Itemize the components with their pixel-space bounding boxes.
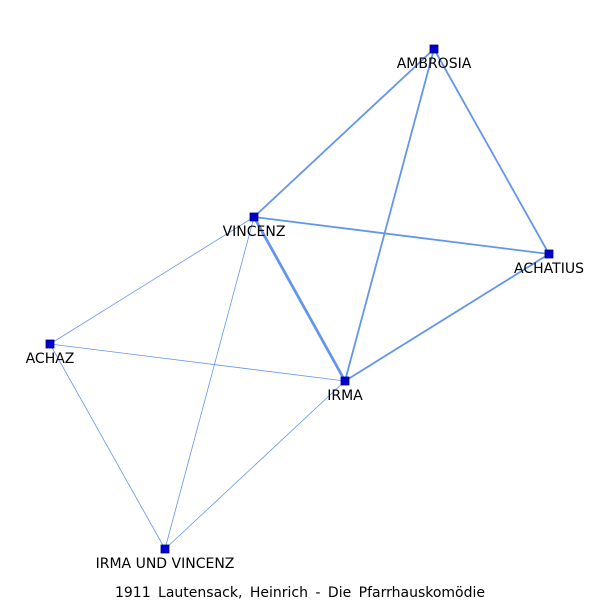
node-label-irma: IRMA: [327, 388, 363, 404]
edge-irma-irma-und-vincenz: [164, 380, 346, 550]
node-achatius[interactable]: [544, 249, 554, 259]
node-irma-und-vincenz[interactable]: [160, 544, 170, 554]
edge-achatius-irma: [344, 253, 550, 382]
edge-ambrosia-vincenz: [253, 48, 435, 218]
node-ambrosia[interactable]: [429, 44, 439, 54]
node-vincenz[interactable]: [249, 212, 259, 222]
edge-vincenz-achatius: [253, 216, 550, 255]
node-label-irma-und-vincenz: IRMA UND VINCENZ: [96, 556, 235, 572]
edge-achaz-irma: [49, 343, 346, 382]
nodes-layer: [45, 44, 554, 554]
edge-achaz-irma-und-vincenz: [49, 343, 166, 550]
node-achaz[interactable]: [45, 339, 55, 349]
edge-vincenz-irma: [252, 216, 347, 382]
node-label-vincenz: VINCENZ: [223, 224, 286, 240]
edge-vincenz-achaz: [49, 216, 255, 345]
edge-ambrosia-achatius: [433, 48, 550, 255]
node-label-achaz: ACHAZ: [26, 351, 75, 367]
node-label-achatius: ACHATIUS: [514, 261, 584, 277]
edge-vincenz-irma-und-vincenz: [164, 216, 255, 550]
node-label-ambrosia: AMBROSIA: [397, 56, 472, 72]
graph-caption: 1911 Lautensack, Heinrich - Die Pfarrhau…: [115, 585, 485, 600]
node-irma[interactable]: [340, 376, 350, 386]
edges-layer: [49, 48, 550, 550]
edge-ambrosia-irma: [344, 48, 435, 382]
labels-layer: AMBROSIA VINCENZ ACHATIUS ACHAZ IRMA IRMA UND…: [26, 56, 584, 572]
